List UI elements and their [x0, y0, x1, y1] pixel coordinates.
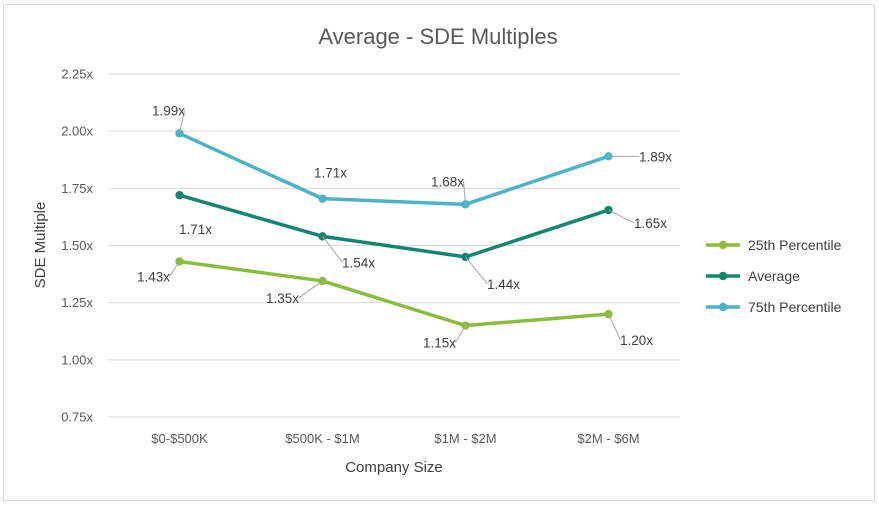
y-tick-label: 1.75x — [61, 181, 93, 196]
data-label: 1.65x — [634, 216, 667, 231]
x-tick-label: $500K - $1M — [285, 431, 359, 446]
data-point — [318, 194, 327, 203]
y-axis-ticks: 0.75x 1.00x 1.25x 1.50x 1.75x 2.00x 2.25x — [61, 67, 93, 425]
leader-line — [608, 209, 635, 224]
y-tick-label: 2.25x — [61, 67, 93, 82]
y-tick-label: 0.75x — [61, 410, 93, 425]
data-label: 1.89x — [639, 149, 672, 164]
data-point — [318, 276, 327, 286]
y-axis-title: SDE Multiple — [32, 202, 49, 289]
data-point — [175, 190, 184, 200]
leader-line — [322, 236, 343, 263]
x-tick-label: $2M - $6M — [577, 431, 639, 446]
x-axis-ticks: $0-$500K $500K - $1M $1M - $2M $2M - $6M — [151, 431, 639, 446]
data-label: 1.54x — [342, 255, 375, 270]
x-axis-title: Company Size — [345, 459, 443, 476]
legend-marker — [718, 240, 728, 250]
y-tick-label: 1.00x — [61, 352, 93, 367]
series-line — [177, 131, 611, 207]
chart-title: Average - SDE Multiples — [318, 24, 557, 49]
data-label: 1.71x — [179, 222, 212, 237]
data-label: 1.43x — [137, 270, 170, 285]
leader-line — [463, 181, 466, 205]
y-tick-label: 1.50x — [61, 238, 93, 253]
y-tick-label: 1.25x — [61, 295, 93, 310]
x-tick-label: $1M - $2M — [434, 431, 496, 446]
legend-marker — [718, 302, 728, 312]
data-label: 1.71x — [314, 166, 347, 181]
data-label: 1.15x — [423, 336, 456, 351]
data-label: 1.35x — [266, 291, 299, 306]
gridlines — [108, 73, 680, 418]
leader-line — [608, 313, 621, 341]
data-label: 1.99x — [152, 103, 185, 118]
series-line — [177, 193, 611, 259]
series-line — [177, 259, 611, 328]
x-tick-label: $0-$500K — [151, 431, 208, 446]
leader-line — [169, 261, 180, 277]
series-group — [175, 129, 613, 330]
leader-line — [465, 256, 488, 285]
data-labels: 1.43x 1.35x 1.15x 1.20x 1.71x 1.54x 1.44x 1.65x… — [137, 103, 672, 350]
leader-line — [298, 280, 323, 299]
legend-marker — [718, 271, 728, 281]
legend: 25th Percentile Average 75th Percentile — [706, 237, 842, 315]
legend-label: 25th Percentile — [748, 237, 842, 253]
legend-label: 75th Percentile — [748, 299, 842, 315]
data-label: 1.20x — [620, 333, 653, 348]
data-label: 1.44x — [487, 277, 520, 292]
data-point — [604, 309, 613, 319]
leader-line — [179, 110, 185, 134]
leader-line — [455, 325, 466, 343]
legend-label: Average — [748, 268, 800, 284]
data-label: 1.68x — [431, 174, 464, 189]
y-tick-label: 2.00x — [61, 124, 93, 139]
